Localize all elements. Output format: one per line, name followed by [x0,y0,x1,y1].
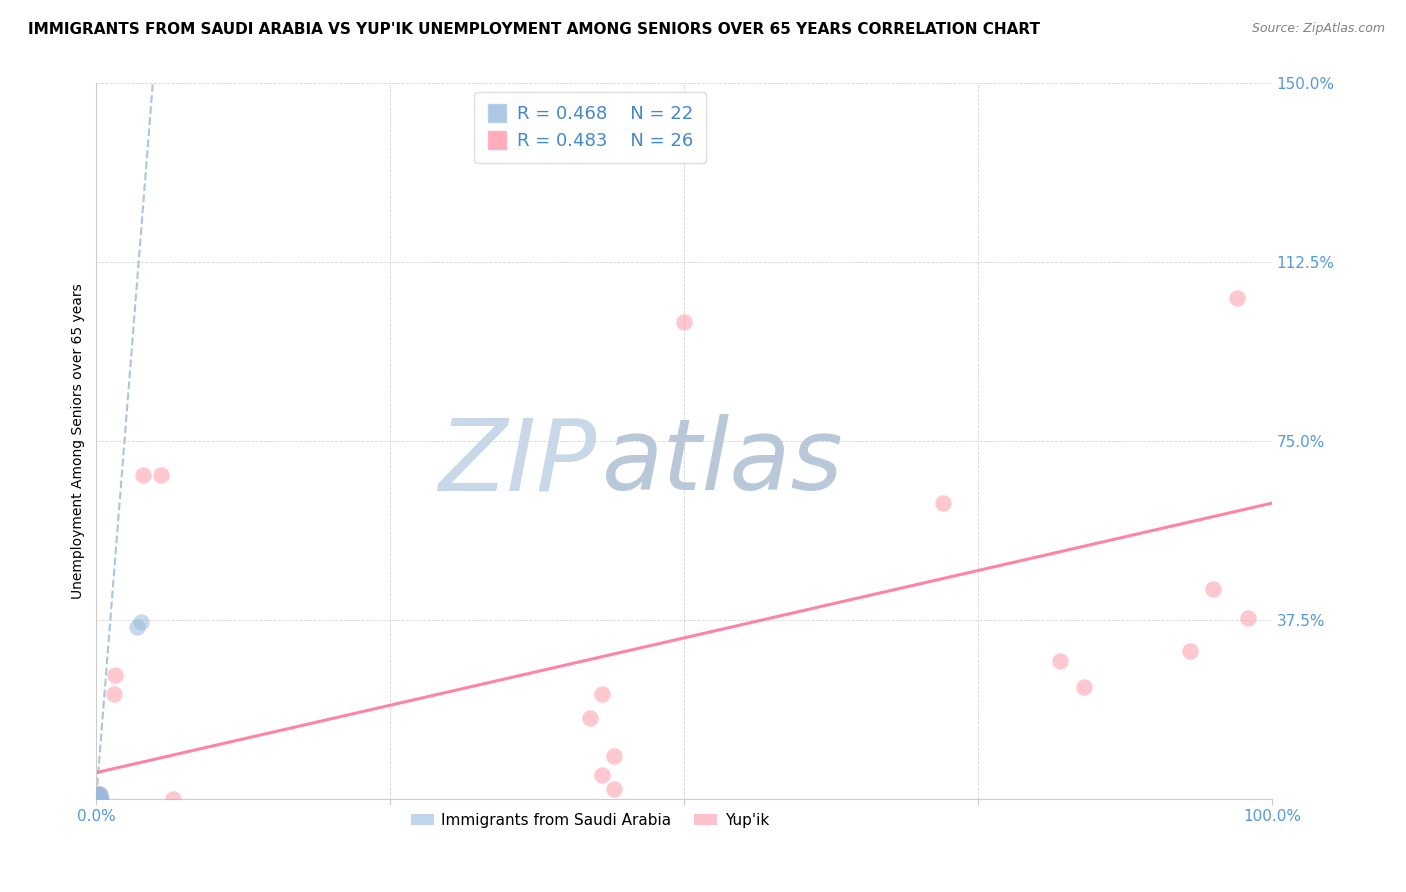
Legend: Immigrants from Saudi Arabia, Yup'ik: Immigrants from Saudi Arabia, Yup'ik [405,807,775,834]
Text: atlas: atlas [602,414,844,511]
Point [150,467,173,482]
Point [1049,653,1071,667]
Point [86,792,108,806]
Point [579,711,602,725]
Point [87,789,110,804]
Point [87,789,110,804]
Point [86,792,108,806]
Point [86,792,108,806]
Point [602,748,624,763]
Text: Source: ZipAtlas.com: Source: ZipAtlas.com [1251,22,1385,36]
Text: ZIP: ZIP [437,414,596,511]
Point [87,792,110,806]
Point [86,787,108,801]
Point [127,620,149,634]
Point [89,792,111,806]
Point [673,315,696,329]
Point [89,792,111,806]
Y-axis label: Unemployment Among Seniors over 65 years: Unemployment Among Seniors over 65 years [72,284,86,599]
Point [591,687,613,701]
Point [103,687,125,701]
Point [87,792,110,806]
Point [1226,291,1249,305]
Point [87,787,110,801]
Point [129,615,152,630]
Point [1178,644,1201,658]
Point [89,792,111,806]
Point [87,792,110,806]
Point [104,668,127,682]
Point [1202,582,1225,596]
Point [87,792,110,806]
Point [89,789,111,804]
Text: IMMIGRANTS FROM SAUDI ARABIA VS YUP'IK UNEMPLOYMENT AMONG SENIORS OVER 65 YEARS : IMMIGRANTS FROM SAUDI ARABIA VS YUP'IK U… [28,22,1040,37]
Point [932,496,955,510]
Point [89,787,111,801]
Point [89,792,111,806]
Point [87,792,110,806]
Point [89,792,111,806]
Point [89,792,111,806]
Point [90,792,112,806]
Point [162,792,184,806]
Point [1073,680,1095,694]
Point [1237,610,1260,624]
Point [86,787,108,801]
Point [87,792,110,806]
Point [591,768,613,782]
Point [87,792,110,806]
Point [87,792,110,806]
Point [86,792,108,806]
Point [89,792,111,806]
Point [132,467,155,482]
Point [86,792,108,806]
Point [602,782,624,797]
